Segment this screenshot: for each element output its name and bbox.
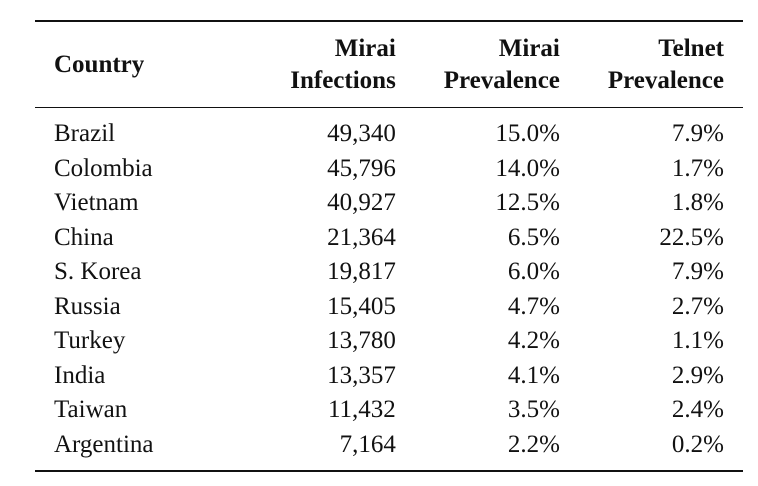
cell-telnet-prevalence: 1.7% [671, 154, 724, 182]
cell-mirai-infections: 15,405 [327, 292, 396, 320]
table-row: S. Korea 19,817 6.0% 7.9% [35, 255, 743, 290]
header-telnet-prevalence-line2: Prevalence [607, 67, 724, 94]
cell-country: Brazil [54, 120, 116, 147]
header-mirai-infections: Mirai Infections [246, 21, 396, 108]
cell-mirai-prevalence: 2.2% [507, 430, 560, 458]
header-row: Country Mirai Infections Mirai Prevalenc… [35, 21, 743, 108]
cell-mirai-prevalence: 6.0% [507, 258, 560, 285]
cell-telnet-prevalence: 1.8% [671, 189, 724, 216]
cell-telnet-prevalence: 7.9% [671, 258, 724, 285]
table-header: Country Mirai Infections Mirai Prevalenc… [35, 21, 743, 108]
header-telnet-prevalence: Telnet Prevalence [560, 21, 743, 108]
cell-country: S. Korea [54, 258, 142, 285]
table-row: Vietnam 40,927 12.5% 1.8% [35, 186, 743, 221]
cell-mirai-prevalence: 15.0% [495, 120, 560, 147]
table-row: China 21,364 6.5% 22.5% [35, 221, 743, 256]
header-telnet-prevalence-line1: Telnet [658, 35, 724, 62]
cell-mirai-prevalence: 12.5% [495, 189, 560, 216]
cell-country: Vietnam [54, 189, 139, 216]
cell-mirai-prevalence: 14.0% [495, 154, 560, 182]
header-country: Country [35, 21, 246, 108]
cell-country: Taiwan [54, 396, 128, 423]
header-mirai-prevalence-line2: Prevalence [443, 67, 560, 94]
cell-mirai-infections: 49,340 [327, 120, 396, 147]
cell-mirai-infections: 21,364 [327, 223, 396, 251]
header-mirai-prevalence: Mirai Prevalence [396, 21, 560, 108]
header-country-line1: Country [54, 51, 145, 78]
table-row: Brazil 49,340 15.0% 7.9% [35, 108, 743, 152]
cell-mirai-prevalence: 4.1% [507, 361, 560, 389]
cell-telnet-prevalence: 2.7% [671, 292, 724, 320]
table-row: Colombia 45,796 14.0% 1.7% [35, 152, 743, 187]
cell-telnet-prevalence: 2.4% [671, 396, 724, 423]
cell-mirai-infections: 13,357 [327, 361, 396, 389]
cell-mirai-infections: 40,927 [327, 189, 396, 216]
cell-mirai-prevalence: 3.5% [507, 396, 560, 423]
cell-mirai-infections: 11,432 [327, 396, 396, 423]
cell-mirai-prevalence: 4.7% [507, 292, 560, 320]
results-table-container: Country Mirai Infections Mirai Prevalenc… [35, 20, 743, 472]
header-mirai-prevalence-line1: Mirai [498, 35, 560, 62]
mirai-country-table: Country Mirai Infections Mirai Prevalenc… [35, 20, 743, 472]
header-mirai-infections-line2: Infections [290, 67, 396, 94]
table-row: Russia 15,405 4.7% 2.7% [35, 290, 743, 325]
cell-country: Colombia [54, 154, 153, 182]
cell-country: India [54, 361, 106, 389]
cell-telnet-prevalence: 0.2% [671, 430, 724, 458]
cell-mirai-prevalence: 6.5% [507, 223, 560, 251]
table-row: Turkey 13,780 4.2% 1.1% [35, 324, 743, 359]
table-row: Argentina 7,164 2.2% 0.2% [35, 428, 743, 472]
cell-telnet-prevalence: 1.1% [671, 327, 724, 354]
table-body: Brazil 49,340 15.0% 7.9% Colombia 45,796 14.0%… [35, 108, 743, 472]
cell-mirai-prevalence: 4.2% [507, 327, 560, 354]
cell-mirai-infections: 13,780 [327, 327, 396, 354]
table-row: India 13,357 4.1% 2.9% [35, 359, 743, 394]
cell-mirai-infections: 45,796 [327, 154, 396, 182]
cell-country: Argentina [54, 430, 154, 458]
cell-country: China [54, 223, 114, 251]
cell-country: Turkey [54, 327, 126, 354]
header-mirai-infections-line1: Mirai [334, 35, 396, 62]
cell-telnet-prevalence: 7.9% [671, 120, 724, 147]
cell-country: Russia [54, 292, 121, 320]
cell-mirai-infections: 7,164 [339, 430, 396, 458]
cell-mirai-infections: 19,817 [327, 258, 396, 285]
table-row: Taiwan 11,432 3.5% 2.4% [35, 393, 743, 428]
cell-telnet-prevalence: 2.9% [671, 361, 724, 389]
cell-telnet-prevalence: 22.5% [659, 223, 724, 251]
